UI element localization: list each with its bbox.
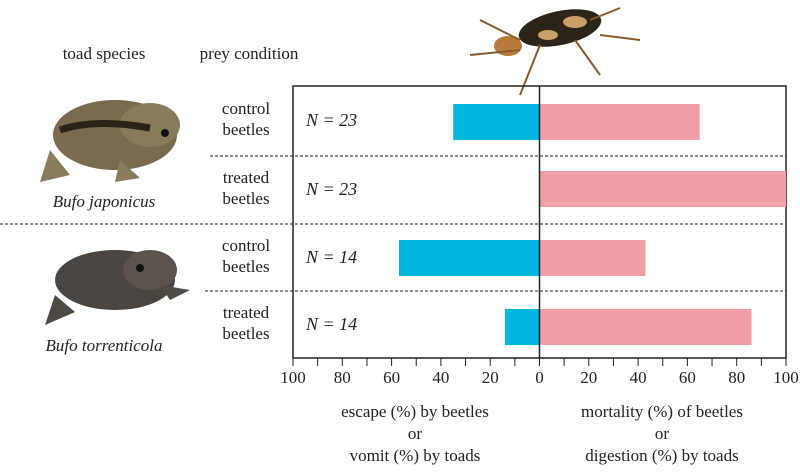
left-tick-label: 0 <box>535 368 544 387</box>
species-label: Bufo japonicus <box>52 192 156 211</box>
bar-right-row-2 <box>539 171 786 207</box>
n-label: N = 14 <box>306 313 358 334</box>
left-tick-label: 80 <box>333 368 351 387</box>
bar-right-row-3 <box>539 240 646 276</box>
n-label: N = 23 <box>306 179 358 199</box>
prey-condition-label: beetles <box>222 256 270 276</box>
left-tick-label: 20 <box>481 368 499 387</box>
prey-condition-label: treated <box>222 302 270 322</box>
left-tick-label: 40 <box>432 368 450 387</box>
column-header-condition: prey condition <box>199 44 299 63</box>
right-tick-label: 60 <box>678 368 696 387</box>
right-tick-label: 80 <box>728 368 746 387</box>
prey-condition-label: beetles <box>222 120 270 139</box>
bar-right-row-1 <box>539 104 700 140</box>
right-axis-label: mortality (%) of beetles <box>581 402 743 421</box>
prey-condition-label: control <box>221 235 271 255</box>
left-tick-label: 100 <box>280 368 306 387</box>
left-axis-label: or <box>407 424 423 443</box>
prey-condition-label: beetles <box>222 189 270 208</box>
right-axis-label: digestion (%) by toads <box>585 446 739 465</box>
right-tick-label: 40 <box>629 368 647 387</box>
right-axis-label: or <box>654 424 670 443</box>
n-label: N = 14 <box>306 246 358 267</box>
prey-condition-label: control <box>221 99 271 118</box>
bar-right-row-4 <box>539 309 752 345</box>
photos <box>40 7 641 325</box>
bufo-torrenticola-photo <box>45 250 190 325</box>
bar-left-row-4 <box>504 309 540 345</box>
bar-left-row-3 <box>398 240 540 276</box>
right-tick-label: 100 <box>773 368 799 387</box>
bar-left-row-1 <box>453 104 540 140</box>
right-tick-label: 20 <box>580 368 598 387</box>
species-label: Bufo torrenticola <box>45 336 163 355</box>
left-axis-label: vomit (%) by toads <box>349 446 481 465</box>
column-header-species: toad species <box>62 44 146 63</box>
prey-condition-label: treated <box>222 168 270 187</box>
left-tick-label: 60 <box>383 368 401 387</box>
left-axis-label: escape (%) by beetles <box>341 402 489 421</box>
prey-condition-label: beetles <box>222 323 270 343</box>
beetle-photo <box>469 7 641 96</box>
n-label: N = 23 <box>306 110 358 130</box>
bufo-japonicus-photo <box>40 100 180 182</box>
